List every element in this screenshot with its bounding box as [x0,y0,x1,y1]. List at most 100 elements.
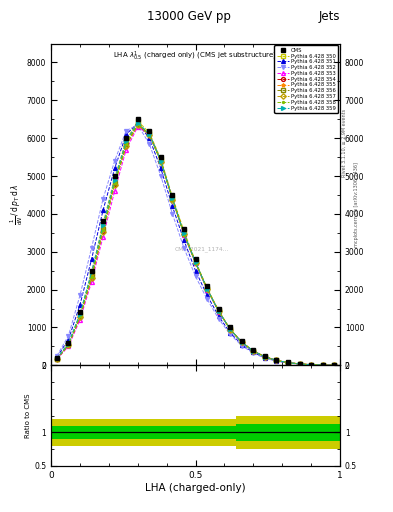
Pythia 6.428 353 [112,188,117,194]
Pythia 6.428 350 [147,130,152,136]
Pythia 6.428 351 [78,302,83,308]
Pythia 6.428 357 [147,132,152,138]
Line: Pythia 6.428 357: Pythia 6.428 357 [55,123,336,367]
Pythia 6.428 356 [158,158,163,164]
Pythia 6.428 356 [286,359,290,366]
Pythia 6.428 355 [228,326,233,332]
Pythia 6.428 358 [332,362,336,368]
Pythia 6.428 357 [239,339,244,346]
Pythia 6.428 358 [228,326,233,332]
Pythia 6.428 358 [182,231,186,237]
CMS [332,362,336,368]
Pythia 6.428 357 [101,229,105,235]
Pythia 6.428 352 [320,362,325,368]
Pythia 6.428 350 [274,357,279,364]
Pythia 6.428 355 [112,179,117,185]
Pythia 6.428 358 [216,308,221,314]
CMS [320,362,325,368]
CMS [66,339,71,346]
Pythia 6.428 356 [136,121,140,127]
Pythia 6.428 355 [89,271,94,278]
Pythia 6.428 351 [158,165,163,172]
Pythia 6.428 351 [332,362,336,368]
Pythia 6.428 351 [320,362,325,368]
Pythia 6.428 354 [136,122,140,128]
CMS [158,154,163,160]
Pythia 6.428 353 [136,124,140,130]
Pythia 6.428 356 [309,361,314,368]
Pythia 6.428 357 [136,122,140,128]
CMS [239,338,244,344]
Pythia 6.428 358 [309,361,314,368]
Pythia 6.428 355 [216,308,221,314]
CMS [216,306,221,312]
Pythia 6.428 354 [274,357,279,364]
Pythia 6.428 357 [286,359,290,366]
CMS [78,309,83,315]
Pythia 6.428 353 [274,357,279,364]
CMS [309,361,314,368]
Pythia 6.428 356 [101,226,105,232]
Pythia 6.428 352 [251,350,256,356]
Pythia 6.428 359 [228,326,233,332]
Pythia 6.428 352 [228,331,233,337]
Pythia 6.428 351 [136,120,140,126]
Pythia 6.428 353 [89,279,94,285]
Line: Pythia 6.428 350: Pythia 6.428 350 [55,119,336,367]
CMS [170,192,175,198]
Pythia 6.428 354 [170,196,175,202]
CMS [89,268,94,274]
Line: Pythia 6.428 356: Pythia 6.428 356 [55,122,336,367]
Pythia 6.428 359 [193,259,198,265]
Pythia 6.428 352 [205,296,209,302]
Pythia 6.428 356 [193,259,198,265]
Pythia 6.428 354 [89,275,94,281]
Text: 13000 GeV pp: 13000 GeV pp [147,10,231,23]
Pythia 6.428 351 [228,330,233,336]
Pythia 6.428 352 [216,316,221,322]
Pythia 6.428 354 [320,362,325,368]
Pythia 6.428 352 [158,173,163,179]
Pythia 6.428 354 [182,230,186,237]
CMS [124,135,129,141]
Pythia 6.428 356 [147,131,152,137]
Line: Pythia 6.428 359: Pythia 6.428 359 [55,121,336,367]
Pythia 6.428 353 [309,361,314,368]
Pythia 6.428 351 [112,165,117,172]
Pythia 6.428 359 [286,359,290,366]
Pythia 6.428 359 [136,120,140,126]
Pythia 6.428 357 [170,197,175,203]
Pythia 6.428 357 [320,362,325,368]
Pythia 6.428 352 [55,353,59,359]
Pythia 6.428 350 [193,258,198,264]
Pythia 6.428 353 [78,317,83,323]
Pythia 6.428 359 [89,269,94,275]
Pythia 6.428 355 [55,355,59,361]
Pythia 6.428 351 [239,342,244,348]
Pythia 6.428 356 [112,180,117,186]
Pythia 6.428 350 [297,361,302,367]
Pythia 6.428 357 [89,275,94,281]
Pythia 6.428 358 [147,132,152,138]
Pythia 6.428 359 [251,348,256,354]
Pythia 6.428 351 [193,268,198,274]
Pythia 6.428 353 [66,344,71,350]
Line: Pythia 6.428 358: Pythia 6.428 358 [55,122,336,367]
Pythia 6.428 357 [78,314,83,321]
Pythia 6.428 351 [205,292,209,298]
Pythia 6.428 352 [182,245,186,251]
Pythia 6.428 355 [182,230,186,237]
Pythia 6.428 351 [101,207,105,213]
Pythia 6.428 352 [286,360,290,366]
Pythia 6.428 350 [55,355,59,361]
Pythia 6.428 355 [124,139,129,145]
Pythia 6.428 350 [136,118,140,124]
Pythia 6.428 357 [205,286,209,292]
Pythia 6.428 358 [136,121,140,127]
Pythia 6.428 350 [89,269,94,275]
Pythia 6.428 357 [193,260,198,266]
Pythia 6.428 356 [297,361,302,367]
Pythia 6.428 355 [193,259,198,265]
Pythia 6.428 354 [286,359,290,366]
Y-axis label: $\frac{1}{\mathrm{d}N}\,/\,\mathrm{d}\,p_T\,\mathrm{d}\,\lambda$: $\frac{1}{\mathrm{d}N}\,/\,\mathrm{d}\,p… [9,184,25,225]
